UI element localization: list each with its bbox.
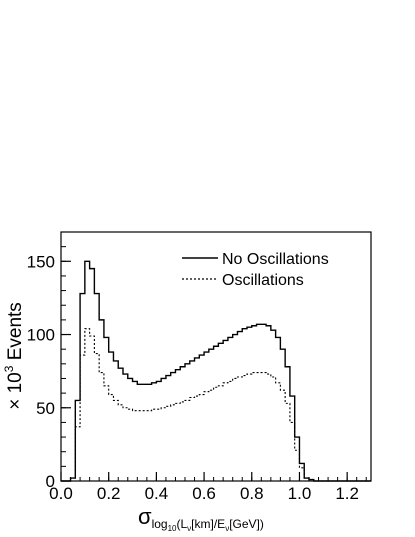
x-tick-label: 0.6 [192,484,216,503]
y-tick-label: 50 [36,399,55,418]
series-line-oscillations [61,328,371,482]
legend-label-no-oscillations: No Oscillations [222,251,329,268]
plot-border [60,231,372,482]
x-tick-label: 1.0 [288,484,312,503]
series-line-no-oscillations [61,260,371,482]
x-tick-label: 0.4 [145,484,169,503]
y-tick-label: 100 [27,326,55,345]
y-axis-title: × 103 Events [2,302,26,410]
x-axis-title-part3: [GeV]) [229,517,264,531]
y-axis-title-suffix: Events [5,302,26,365]
x-tick-label: 0.8 [240,484,264,503]
series-group [61,260,371,482]
plot-frame [60,231,372,482]
x-axis: 0.0 0.2 0.4 0.6 0.8 1.0 1.2 [49,472,367,503]
legend: No Oscillations Oscillations [182,251,329,289]
x-axis-title-sub-10: 10 [168,524,177,533]
y-tick-label: 0 [46,472,55,491]
y-axis-title-exponent: 3 [2,365,16,372]
x-tick-label: 0.0 [49,484,73,503]
legend-label-oscillations: Oscillations [222,272,304,289]
x-axis-title-nu1: ν [187,524,191,533]
y-axis: 0 50 100 150 [27,231,71,491]
x-axis-title-part1: (L [177,517,188,531]
x-axis-title-symbol: σ [138,504,152,529]
x-axis-title-nu2: ν [225,524,229,533]
y-tick-label: 150 [27,252,55,271]
y-axis-title-prefix: × 10 [5,372,26,410]
x-tick-label: 1.2 [335,484,359,503]
x-axis-title: σlog10(Lν[km]/Eν[GeV]) [138,504,264,533]
x-axis-title-sub-log: log [152,517,168,531]
x-tick-label: 0.2 [97,484,121,503]
x-axis-title-part2: [km]/E [191,517,225,531]
